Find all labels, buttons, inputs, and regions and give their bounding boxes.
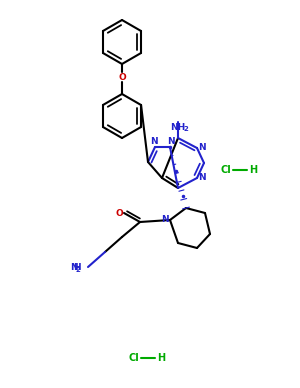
Text: N: N xyxy=(161,215,169,225)
Text: O: O xyxy=(118,73,126,81)
Text: N: N xyxy=(198,173,206,182)
Text: N: N xyxy=(198,144,206,152)
Text: Cl: Cl xyxy=(220,165,231,175)
Text: 2: 2 xyxy=(184,126,188,132)
Text: N: N xyxy=(167,137,175,147)
Text: N: N xyxy=(150,137,158,147)
Text: NH: NH xyxy=(170,123,186,132)
Text: H: H xyxy=(249,165,257,175)
Text: 2: 2 xyxy=(76,267,80,273)
Text: N: N xyxy=(70,263,78,272)
Text: O: O xyxy=(115,208,123,218)
Text: Cl: Cl xyxy=(129,353,140,363)
Text: H: H xyxy=(157,353,165,363)
Text: H: H xyxy=(74,263,81,272)
